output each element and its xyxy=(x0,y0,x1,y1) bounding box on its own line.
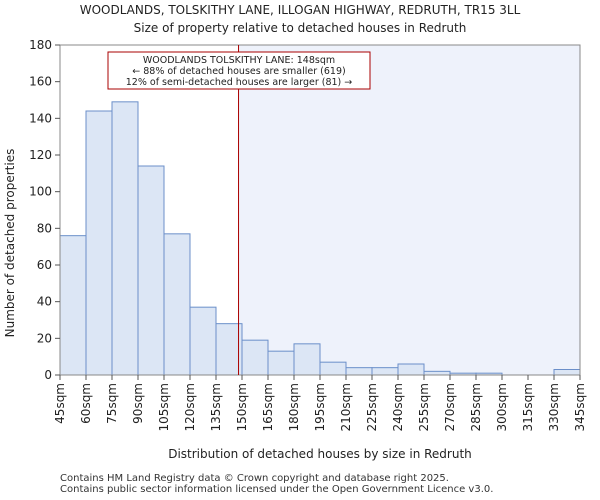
histogram-bar xyxy=(371,367,399,376)
x-tick-label: 315sqm xyxy=(521,383,535,431)
footer-line-2: Contains public sector information licen… xyxy=(60,484,494,495)
x-tick-label: 345sqm xyxy=(573,383,587,431)
annotation-box xyxy=(107,51,371,90)
x-tick-label: 300sqm xyxy=(495,383,509,431)
y-tick-label: 60 xyxy=(37,258,52,272)
histogram-bar xyxy=(241,339,269,376)
x-tick-label: 285sqm xyxy=(469,383,483,431)
annotation-text-line: WOODLANDS TOLSKITHY LANE: 148sqm xyxy=(143,55,335,66)
larger-region-shade xyxy=(238,45,581,375)
y-tick-label: 40 xyxy=(37,295,52,309)
histogram-bar xyxy=(293,343,321,376)
x-tick-label: 165sqm xyxy=(261,383,275,431)
y-axis-label: Number of detached properties xyxy=(3,149,17,338)
histogram-bar xyxy=(215,323,243,376)
y-tick-label: 140 xyxy=(29,111,52,125)
y-tick-label: 100 xyxy=(29,185,52,199)
histogram-bar xyxy=(85,110,113,376)
histogram-bar xyxy=(137,165,165,376)
annotation-text-line: ← 88% of detached houses are smaller (61… xyxy=(132,66,345,77)
y-tick-label: 20 xyxy=(37,331,52,345)
histogram-bar xyxy=(163,233,191,376)
histogram-bar xyxy=(59,235,87,376)
x-tick-label: 135sqm xyxy=(209,383,223,431)
x-tick-label: 255sqm xyxy=(417,383,431,431)
y-tick-label: 0 xyxy=(44,368,52,382)
histogram-bar xyxy=(267,350,295,376)
x-tick-label: 120sqm xyxy=(183,383,197,431)
x-tick-label: 270sqm xyxy=(443,383,457,431)
y-tick-label: 160 xyxy=(29,75,52,89)
x-tick-label: 105sqm xyxy=(157,383,171,431)
plot-area: 0 20 40 60 80 100 120 140 160 180 45sqm 60sqm 75sqm 9… xyxy=(29,38,587,431)
histogram-bar xyxy=(111,101,139,376)
footer-line-1: Contains HM Land Registry data © Crown c… xyxy=(60,473,449,484)
x-tick-label: 225sqm xyxy=(365,383,379,431)
x-tick-label: 240sqm xyxy=(391,383,405,431)
x-tick-label: 45sqm xyxy=(53,383,67,424)
histogram-bar xyxy=(345,367,373,376)
x-axis-label: Distribution of detached houses by size … xyxy=(168,447,472,461)
histogram-bar xyxy=(189,306,217,376)
chart-subtitle: Size of property relative to detached ho… xyxy=(134,21,467,35)
y-tick-label: 120 xyxy=(29,148,52,162)
chart-title: WOODLANDS, TOLSKITHY LANE, ILLOGAN HIGHW… xyxy=(80,3,521,17)
histogram-bar xyxy=(423,370,451,376)
histogram-bar xyxy=(553,369,581,376)
x-tick-label: 60sqm xyxy=(79,383,93,424)
annotation-text-line: 12% of semi-detached houses are larger (… xyxy=(126,77,353,88)
histogram-bar xyxy=(319,361,347,376)
x-tick-label: 195sqm xyxy=(313,383,327,431)
x-tick-label: 210sqm xyxy=(339,383,353,431)
x-tick-label: 180sqm xyxy=(287,383,301,431)
x-tick-label: 75sqm xyxy=(105,383,119,424)
x-tick-label: 150sqm xyxy=(235,383,249,431)
y-tick-label: 80 xyxy=(37,221,52,235)
x-tick-label: 330sqm xyxy=(547,383,561,431)
x-tick-label: 90sqm xyxy=(131,383,145,424)
histogram-bar xyxy=(397,363,425,376)
y-tick-label: 180 xyxy=(29,38,52,52)
